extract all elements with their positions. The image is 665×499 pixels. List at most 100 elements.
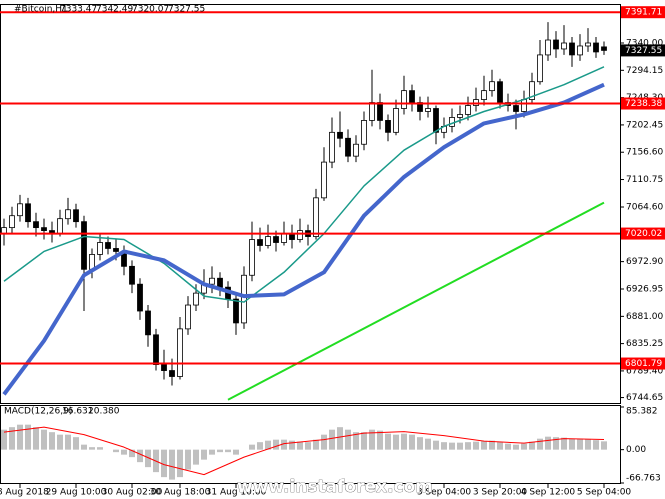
y-tick-label: 6972.90: [626, 257, 663, 267]
macd-bar: [545, 436, 551, 450]
macd-bar: [385, 433, 391, 450]
macd-bar: [337, 427, 343, 450]
price-label: 7327.55: [625, 46, 662, 56]
y-tick-label: 7110.75: [626, 175, 663, 185]
candle-body: [281, 233, 287, 243]
macd-bar: [401, 433, 407, 450]
x-tick-label: 5 Sep 04:00: [577, 488, 632, 498]
macd-bar: [537, 438, 543, 450]
price-label-box: [621, 44, 665, 57]
y-tick-label: 7202.45: [626, 120, 663, 130]
macd-signal-value: 20.380: [88, 407, 120, 417]
candle-body: [577, 45, 583, 56]
macd-bar: [393, 434, 399, 450]
y-tick-label: 6926.95: [626, 284, 663, 294]
candle-body: [113, 248, 119, 252]
macd-bar: [41, 429, 47, 450]
candle-body: [561, 42, 567, 50]
candle-body: [537, 54, 543, 83]
candle-body: [465, 105, 471, 115]
level-label: 7020.02: [625, 229, 662, 239]
ohlc-high: 7342.49: [96, 5, 133, 15]
macd-bar: [33, 427, 39, 450]
macd-bar: [449, 442, 455, 450]
level-label: 7391.71: [625, 8, 662, 18]
candle-body: [313, 197, 319, 237]
macd-bar: [569, 438, 575, 450]
macd-bar: [409, 434, 415, 450]
macd-bar: [89, 447, 95, 450]
candle-body: [593, 42, 599, 53]
macd-bar: [433, 440, 439, 450]
candle-body: [25, 203, 31, 223]
candle-body: [273, 236, 279, 243]
macd-bar: [193, 449, 199, 465]
candle-body: [137, 283, 143, 312]
macd-bar: [209, 449, 215, 455]
macd-bar: [121, 449, 127, 455]
candle-body: [217, 277, 223, 288]
candle-body: [105, 242, 111, 249]
x-tick-label: 3 Sep 04:00: [417, 488, 472, 498]
macd-panel: [0, 405, 621, 484]
macd-bar: [265, 440, 271, 450]
macd-bar: [73, 437, 79, 450]
y-tick-label: 6881.00: [626, 312, 663, 322]
macd-bar: [417, 437, 423, 450]
macd-bar: [257, 442, 263, 450]
macd-bar: [489, 440, 495, 450]
macd-bar: [345, 429, 351, 450]
candle-body: [529, 81, 535, 100]
ohlc-open: 7333.47: [60, 5, 97, 15]
candle-body: [553, 39, 559, 50]
ohlc-low: 7320.07: [132, 5, 169, 15]
candle-body: [361, 120, 367, 145]
macd-bar: [65, 434, 71, 450]
watermark: www.instaforex.com: [237, 477, 433, 497]
candle-body: [601, 46, 607, 51]
y-tick-label: 6789.40: [626, 366, 663, 376]
macd-bar: [49, 432, 55, 450]
macd-bar: [185, 449, 191, 470]
main-panel: [0, 4, 621, 404]
macd-bar: [273, 439, 279, 450]
macd-bar: [137, 449, 143, 463]
level-label: 6801.79: [625, 359, 662, 369]
candle-body: [153, 334, 159, 365]
candle-body: [89, 254, 95, 270]
macd-bar: [81, 444, 87, 450]
macd-bar: [169, 449, 175, 480]
macd-bar: [465, 442, 471, 450]
moving-average: [3, 66, 605, 303]
macd-bar: [313, 439, 319, 450]
candle-body: [497, 81, 503, 103]
candle-body: [369, 102, 375, 121]
macd-bar: [201, 449, 207, 460]
candle-body: [481, 90, 487, 100]
candle-body: [41, 227, 47, 231]
macd-bar: [473, 441, 479, 450]
level-label: 7238.38: [625, 99, 662, 109]
candle-body: [33, 221, 39, 229]
macd-bar: [305, 442, 311, 450]
macd-bar: [297, 441, 303, 450]
candle-body: [209, 277, 215, 285]
x-tick-label: 30 Aug 02:00: [102, 488, 163, 498]
candle-body: [449, 117, 455, 127]
candle-body: [81, 221, 87, 270]
candle-body: [57, 218, 63, 234]
macd-bar: [161, 449, 167, 478]
candle-body: [185, 304, 191, 330]
y-tick-label: 6744.65: [626, 393, 663, 403]
macd-bar: [329, 429, 335, 450]
candle-body: [129, 265, 135, 285]
macd-bar: [57, 434, 63, 450]
candle-body: [329, 131, 335, 163]
macd-bar: [481, 441, 487, 450]
y-tick-label: 6835.25: [626, 339, 663, 349]
candle-body: [297, 230, 303, 240]
macd-bar: [369, 429, 375, 450]
y-tick-label: 7156.60: [626, 148, 663, 158]
candle-body: [521, 99, 527, 112]
